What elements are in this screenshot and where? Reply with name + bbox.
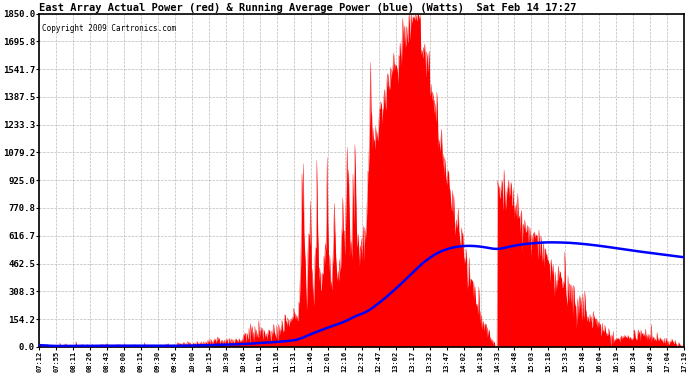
- Text: East Array Actual Power (red) & Running Average Power (blue) (Watts)  Sat Feb 14: East Array Actual Power (red) & Running …: [39, 3, 577, 13]
- Text: Copyright 2009 Cartronics.com: Copyright 2009 Cartronics.com: [42, 24, 177, 33]
